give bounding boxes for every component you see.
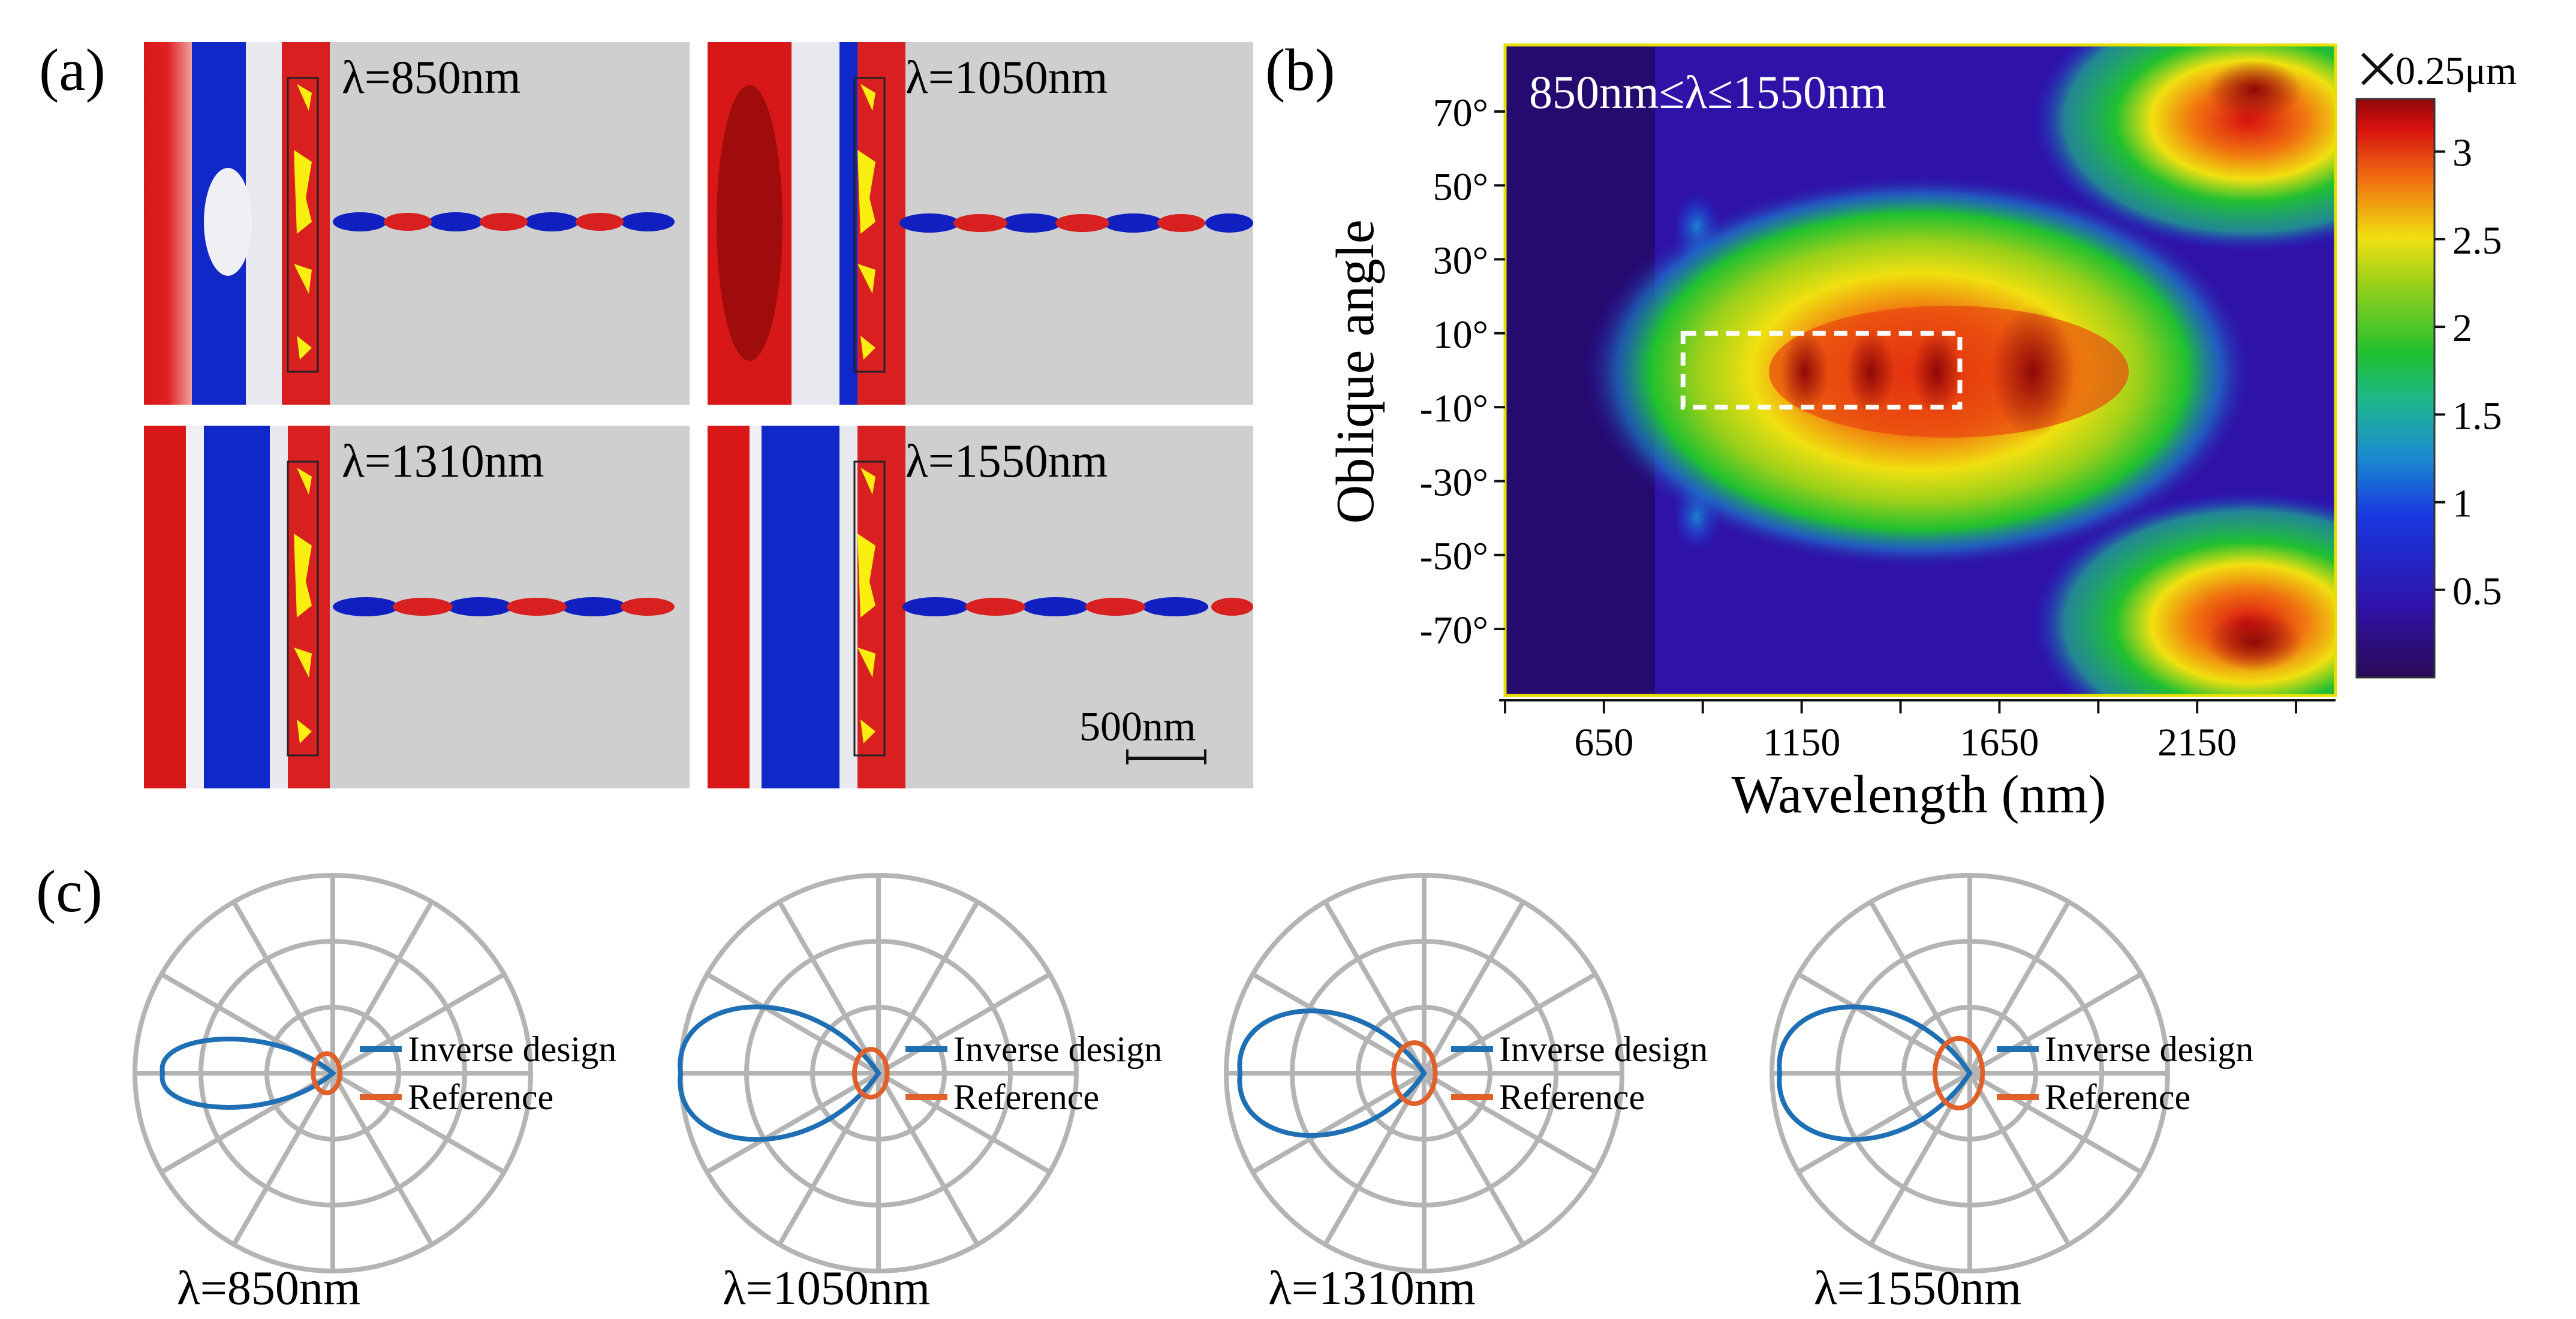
polar-wavelength-label: λ=1550nm [1814, 1262, 2021, 1315]
polar-plot: Inverse design Reference λ=1310nm [1224, 873, 1708, 1315]
y-tick-label: -70° [1420, 609, 1488, 652]
heatmap-title: 850nm≤λ≤1550nm [1529, 66, 1886, 118]
x-axis-label: Wavelength (nm) [1731, 765, 2106, 824]
reference-curve [852, 1047, 890, 1100]
y-ticks: 70° 50° 30° 10° -10° -30° -50° -70° [1420, 91, 1505, 652]
panel-label-b: (b) [1265, 37, 1335, 103]
y-tick-label: 70° [1433, 91, 1488, 135]
field-map-1050: λ=1050nm [708, 42, 1253, 405]
colorbar-tick-label: 1 [2452, 482, 2472, 526]
legend-label-reference: Reference [953, 1077, 1099, 1117]
heatmap-frame [1503, 43, 2337, 697]
heatmap-panel: 850nm≤λ≤1550nm 70° 50° 30° 10° -10° -30° -50° -… [1326, 43, 2337, 824]
inverse-design-curve [1237, 1008, 1427, 1138]
polar-plot: Inverse design Reference λ=1050nm [678, 873, 1162, 1315]
map-label-1550: λ=1550nm [905, 435, 1108, 487]
colorbar-multiply-icon [2361, 52, 2394, 86]
y-axis-label: Oblique angle [1326, 219, 1385, 523]
colorbar-ticks: 0.5 1 1.5 2 2.5 3 [2434, 131, 2502, 613]
colorbar-tick-label: 3 [2452, 131, 2472, 175]
panel-label-c: (c) [36, 858, 103, 924]
colorbar-tick-label: 1.5 [2452, 394, 2502, 438]
scalebar-label: 500nm [1079, 704, 1196, 750]
y-tick-label: 10° [1433, 313, 1488, 357]
colorbar-bar [2355, 98, 2436, 679]
colorbar-tick-label: 0.5 [2452, 570, 2502, 613]
x-tick-label: 1650 [1960, 721, 2039, 764]
y-tick-label: -50° [1420, 535, 1488, 579]
panel-a: λ=850nm λ=1050nm [144, 42, 1253, 788]
legend-label-reference: Reference [408, 1077, 553, 1117]
x-tick-label: 2150 [2157, 721, 2237, 764]
legend-label-inverse: Inverse design [2045, 1029, 2253, 1069]
polar-plot: Inverse design Reference λ=850nm [133, 873, 616, 1315]
field-map-1550: λ=1550nm 500nm [708, 426, 1253, 788]
x-tick-label: 650 [1574, 721, 1633, 764]
reference-curve [311, 1051, 342, 1095]
field-map-850: λ=850nm [144, 42, 690, 405]
y-tick-label: 30° [1433, 239, 1488, 283]
panel-label-a: (a) [39, 37, 106, 103]
y-tick-label: -10° [1420, 387, 1488, 430]
reference-curve [1932, 1035, 1985, 1111]
colorbar-tick-label: 2 [2452, 306, 2472, 350]
y-tick-label: -30° [1420, 460, 1488, 504]
legend-label-inverse: Inverse design [408, 1029, 616, 1069]
map-label-1050: λ=1050nm [905, 51, 1108, 103]
highlight-box [1680, 330, 1963, 410]
inverse-design-curve [1777, 1004, 1973, 1142]
polar-plot: Inverse design Reference λ=1550nm [1770, 873, 2253, 1315]
polar-wavelength-label: λ=1310nm [1268, 1262, 1476, 1315]
x-tick-label: 1150 [1763, 721, 1841, 764]
legend-label-inverse: Inverse design [953, 1029, 1162, 1069]
reference-curve [1391, 1040, 1438, 1106]
inverse-design-curve [160, 1037, 337, 1110]
heatmap-main-peak [1991, 306, 2075, 438]
x-ticks: 650 1150 1650 2150 [1504, 700, 2298, 764]
map-label-1310: λ=1310nm [342, 435, 544, 487]
legend-label-reference: Reference [2045, 1077, 2190, 1117]
colorbar-unit: 0.25μm [2396, 49, 2517, 93]
colorbar-tick-label: 2.5 [2452, 219, 2502, 263]
y-tick-label: 50° [1433, 165, 1488, 209]
field-map-1310: λ=1310nm [144, 426, 690, 788]
map-label-850: λ=850nm [342, 51, 520, 103]
polar-wavelength-label: λ=850nm [177, 1262, 360, 1315]
inverse-design-curve [678, 1004, 881, 1142]
legend-label-reference: Reference [1499, 1077, 1645, 1117]
legend-label-inverse: Inverse design [1499, 1029, 1708, 1069]
polar-wavelength-label: λ=1050nm [723, 1262, 930, 1315]
colorbar: 0.25μm 0.5 1 1.5 2 2.5 3 [2355, 49, 2517, 679]
